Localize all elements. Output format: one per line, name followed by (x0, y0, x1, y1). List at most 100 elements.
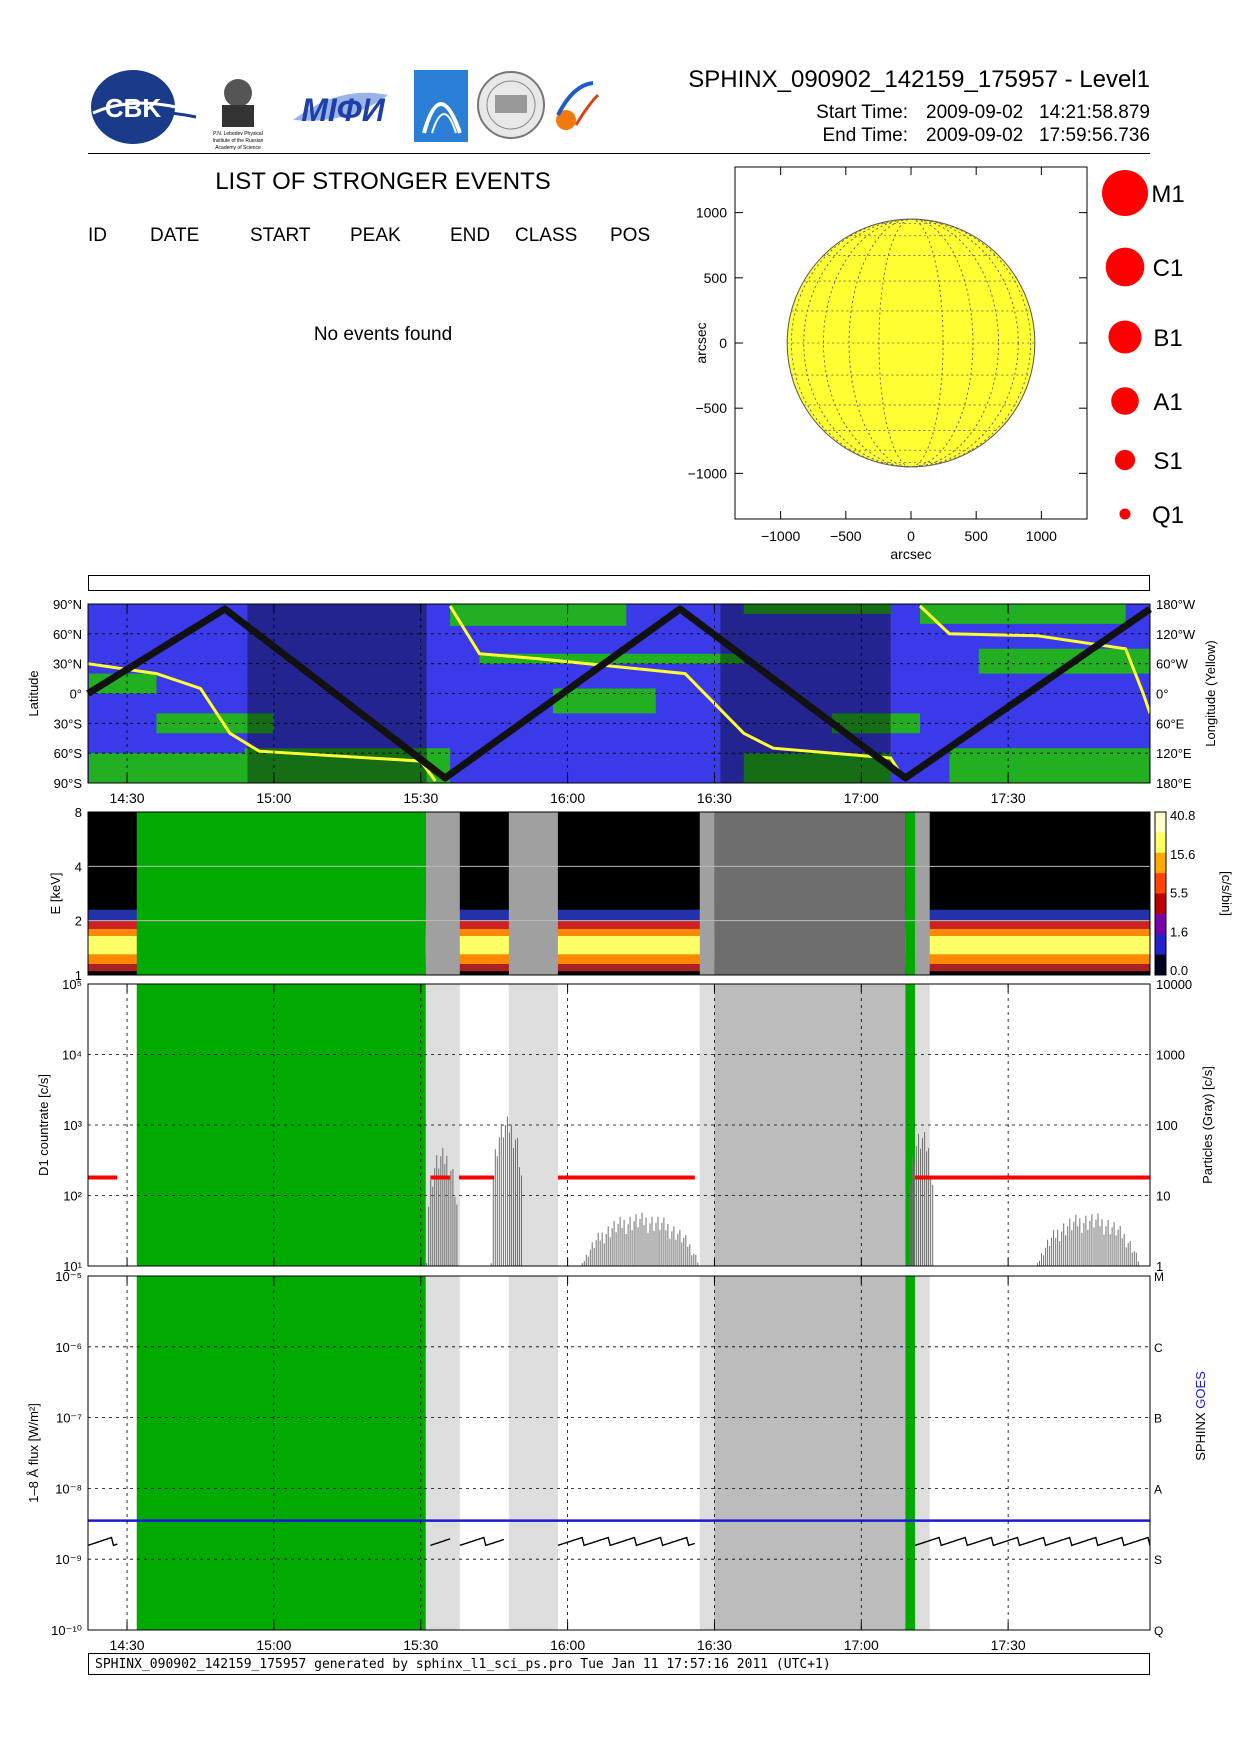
time-tick-label: 17:30 (991, 790, 1026, 806)
sun-lon-line (878, 218, 944, 468)
goes-class-label: M (1154, 1270, 1164, 1284)
goes-class-label: B (1154, 1412, 1162, 1426)
legend-label-s1: S1 (1153, 448, 1182, 475)
countrate-ytick-label: 10⁴ (62, 1048, 82, 1063)
time-tick-label: 15:30 (403, 1637, 438, 1653)
sun-ylabel: arcsec (693, 322, 709, 363)
events-title: LIST OF STRONGER EVENTS (215, 168, 551, 195)
map-lon-label: 180°W (1156, 597, 1196, 612)
legend-label-m1: M1 (1151, 181, 1184, 208)
flux-ytick-label: 10⁻⁹ (55, 1552, 82, 1567)
time-tick-label: 15:00 (256, 790, 291, 806)
map-lon-label: 180°E (1156, 776, 1192, 791)
colorbar-frame (1154, 811, 1167, 976)
sun-ytick-label: 1000 (696, 205, 727, 221)
logo-strip: CBK P.N. Lebedev Physical Institute of t… (91, 70, 600, 150)
start-time-row: Start Time: 2009-09-02 14:21:58.879 (700, 102, 1150, 124)
sun-xtick-label: −1000 (761, 528, 801, 544)
nasa-like-logo (414, 70, 468, 142)
spectro-gray-interval (425, 812, 460, 975)
map-ylabel-right: Longitude (Yellow) (1203, 640, 1218, 746)
countrate-lightgray (699, 984, 715, 1266)
colorbar-segment (1155, 893, 1166, 915)
sun-lon-line (790, 218, 1032, 468)
time-tick-label: 17:00 (844, 1637, 879, 1653)
colorbar-segment (1155, 954, 1166, 976)
countrate-ytick-label: 10² (63, 1189, 82, 1204)
colorbar-tick-label: 1.6 (1170, 924, 1188, 939)
countrate-panel: 10⁵ 10000 10⁴ 1000 10³ 100 10² 10 10¹ 1 D1 countra… (36, 977, 1215, 1274)
legend-label-c1: C1 (1153, 255, 1184, 282)
particle-spikes (490, 1116, 522, 1266)
flux-ylabel-right: SPHINX GOES (1193, 1371, 1208, 1461)
particles-ytick-label: 10000 (1156, 977, 1192, 992)
countrate-ytick-label: 10⁵ (62, 977, 82, 992)
no-events-message: No events found (313, 324, 453, 345)
time-tick-label: 16:00 (550, 1637, 585, 1653)
particles-ytick-label: 1000 (1156, 1048, 1185, 1063)
colorbar-segment (1155, 913, 1166, 935)
sphinx-flux-trace (430, 1538, 451, 1547)
particle-spikes (426, 1147, 458, 1266)
countrate-green (905, 984, 916, 1266)
swirl-logo (556, 81, 600, 130)
countrate-ylabel: D1 countrate [c/s] (36, 1074, 51, 1176)
map-ylabel-left: Latitude (26, 670, 41, 716)
spectro-ylabel: E [keV] (48, 873, 63, 915)
time-tick-label: 15:00 (256, 1637, 291, 1653)
column-date: DATE (150, 225, 200, 246)
svg-text:Institute of the Russian: Institute of the Russian (213, 138, 264, 144)
colorbar-label: [c/s/bin] (1219, 871, 1234, 916)
particle-spikes (1037, 1213, 1139, 1266)
colorbar-tick-label: 40.8 (1170, 808, 1195, 823)
flux-green (136, 1276, 426, 1630)
flux-ytick-label: 10⁻⁵ (55, 1269, 82, 1284)
countrate-frame (87, 983, 1151, 1267)
time-tick-label: 16:30 (697, 790, 732, 806)
column-peak: PEAK (350, 225, 401, 246)
map-land-patch (831, 713, 921, 734)
flux-frame (87, 1275, 1151, 1631)
legend-marker-c1 (1105, 247, 1145, 287)
spectro-gray-interval (915, 812, 930, 975)
spectrogram-panel: 8 4 2 1 E [keV] 40.8 15.6 5.5 1.6 0.0 [c/s/bin] (48, 805, 1234, 983)
legend-marker-q1 (1119, 508, 1131, 520)
map-lon-label: 120°W (1156, 627, 1196, 642)
mifi-logo-text: MIФИ (301, 92, 386, 128)
sun-ytick-label: 500 (704, 270, 728, 286)
particles-ytick-label: 100 (1156, 1118, 1178, 1133)
sun-xtick-label: 500 (965, 528, 989, 544)
latitude-track (86, 605, 1152, 782)
spectro-band (88, 928, 1150, 936)
flux-ytick-label: 10⁻¹⁰ (51, 1623, 82, 1638)
sphinx-flux-trace (459, 1536, 505, 1547)
flux-green (905, 1276, 916, 1630)
svg-text:Academy of Science: Academy of Science (215, 145, 261, 150)
spectro-frame (87, 811, 1151, 976)
spectro-dark-interval (714, 812, 906, 975)
sun-xlabel: arcsec (890, 546, 931, 562)
report-title: SPHINX_090902_142159_175957 - Level1 (688, 66, 1150, 93)
end-time-value: 2009-09-02 17:59:56.736 (926, 125, 1150, 146)
svg-text:P.N. Lebedev Physical: P.N. Lebedev Physical (213, 131, 263, 137)
spectro-ytick-label: 8 (75, 805, 82, 820)
map-frame (87, 603, 1151, 784)
map-lat-label: 30°N (53, 657, 82, 672)
particles-ytick-label: 10 (1156, 1189, 1170, 1204)
spectro-band (88, 964, 1150, 972)
time-tick-label: 15:30 (403, 790, 438, 806)
colorbar-segment (1155, 812, 1166, 833)
time-tick-label: 17:00 (844, 790, 879, 806)
spectro-ytick-label: 4 (75, 859, 82, 874)
map-lon-label: 60°W (1156, 657, 1189, 672)
spectro-ytick-label: 2 (75, 914, 82, 929)
colorbar-segment (1155, 873, 1166, 894)
flux-midgray (714, 1276, 906, 1630)
cbk-logo: CBK (91, 70, 197, 144)
flux-lightgray (699, 1276, 715, 1630)
goes-class-label: A (1154, 1482, 1162, 1496)
sun-ytick-label: 0 (719, 335, 727, 351)
legend-marker-s1 (1114, 449, 1136, 471)
map-land-patch (552, 688, 656, 714)
colorbar-segment (1155, 832, 1166, 854)
